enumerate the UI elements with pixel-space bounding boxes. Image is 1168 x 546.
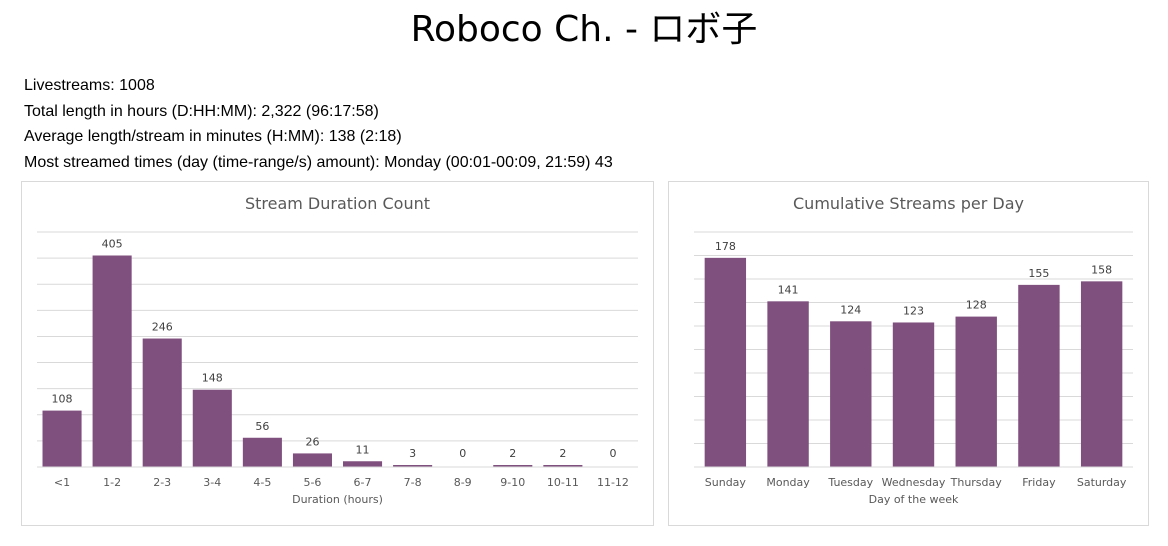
tick-label: <1 xyxy=(54,476,70,489)
bar xyxy=(192,389,232,467)
data-label: 124 xyxy=(840,303,861,316)
bar xyxy=(393,465,433,467)
days-chart: 178 Sunday 141 Monday 124 Tuesday 123 Wednesday… xyxy=(694,231,1133,506)
tick-label: 2-3 xyxy=(153,476,171,489)
bar xyxy=(343,461,383,467)
chart-title: Stream Duration Count xyxy=(244,194,431,213)
data-label: 178 xyxy=(715,240,736,253)
x-axis-label: Duration (hours) xyxy=(292,493,383,506)
tick-label: 6-7 xyxy=(354,476,372,489)
bar xyxy=(493,465,533,467)
data-label: 3 xyxy=(409,447,416,460)
tick-label: Tuesday xyxy=(827,476,873,489)
tick-label: Sunday xyxy=(705,476,747,489)
data-label: 148 xyxy=(202,372,223,385)
data-label: 11 xyxy=(356,443,370,456)
tick-label: Wednesday xyxy=(882,476,946,489)
bar xyxy=(830,321,872,467)
bar xyxy=(1018,284,1060,467)
tick-label: Saturday xyxy=(1077,476,1127,489)
bar xyxy=(142,338,182,467)
data-label: 158 xyxy=(1091,263,1112,276)
data-label: 405 xyxy=(102,238,123,251)
data-label: 108 xyxy=(52,393,73,406)
data-label: 123 xyxy=(903,304,924,317)
tick-label: 1-2 xyxy=(103,476,121,489)
stats-block: Livestreams: 1008 Total length in hours … xyxy=(24,73,613,176)
bar xyxy=(955,316,997,467)
data-label: 246 xyxy=(152,321,173,334)
tick-label: 9-10 xyxy=(500,476,525,489)
tick-label: 10-11 xyxy=(547,476,579,489)
data-label: 0 xyxy=(459,447,466,460)
bar xyxy=(892,322,935,467)
chart-title: Cumulative Streams per Day xyxy=(793,194,1024,213)
tick-label: Friday xyxy=(1022,476,1056,489)
tick-label: 7-8 xyxy=(404,476,422,489)
stat-total-length: Total length in hours (D:HH:MM): 2,322 (… xyxy=(24,102,379,120)
bar xyxy=(1080,281,1123,467)
tick-label: Thursday xyxy=(950,476,1003,489)
page-title: Roboco Ch. - ロボ子 xyxy=(410,9,758,50)
stat-livestreams: Livestreams: 1008 xyxy=(24,77,155,94)
stat-most-streamed: Most streamed times (day (time-range/s) … xyxy=(24,154,613,172)
tick-label: 5-6 xyxy=(303,476,321,489)
x-axis-label: Day of the week xyxy=(869,493,959,506)
duration-chart: 108 <1 405 1-2 246 2-3 148 3-4 56 4-5 26 5-6 11 6-7 3 7… xyxy=(37,231,638,506)
bar xyxy=(767,301,809,467)
days-chart-panel: Cumulative Streams per Day 178 Sunday 141 M… xyxy=(668,181,1149,526)
duration-chart-panel: Stream Duration Count 108 <1 405 1-2 246 2-3 1… xyxy=(21,181,654,526)
bar xyxy=(92,255,132,467)
bar xyxy=(42,410,82,467)
tick-label: Monday xyxy=(766,476,810,489)
tick-label: 3-4 xyxy=(203,476,221,489)
bar xyxy=(704,257,747,467)
bar xyxy=(292,453,332,467)
tick-label: 8-9 xyxy=(454,476,472,489)
data-label: 2 xyxy=(559,447,566,460)
data-label: 56 xyxy=(255,420,269,433)
data-label: 2 xyxy=(509,447,516,460)
bar xyxy=(543,465,583,467)
stat-average-length: Average length/stream in minutes (H:MM):… xyxy=(24,128,402,146)
data-label: 141 xyxy=(778,283,799,296)
tick-label: 4-5 xyxy=(253,476,271,489)
data-label: 0 xyxy=(609,447,616,460)
data-label: 26 xyxy=(305,435,319,448)
tick-label: 11-12 xyxy=(597,476,629,489)
bar xyxy=(242,437,282,467)
data-label: 155 xyxy=(1028,267,1049,280)
data-label: 128 xyxy=(966,299,987,312)
